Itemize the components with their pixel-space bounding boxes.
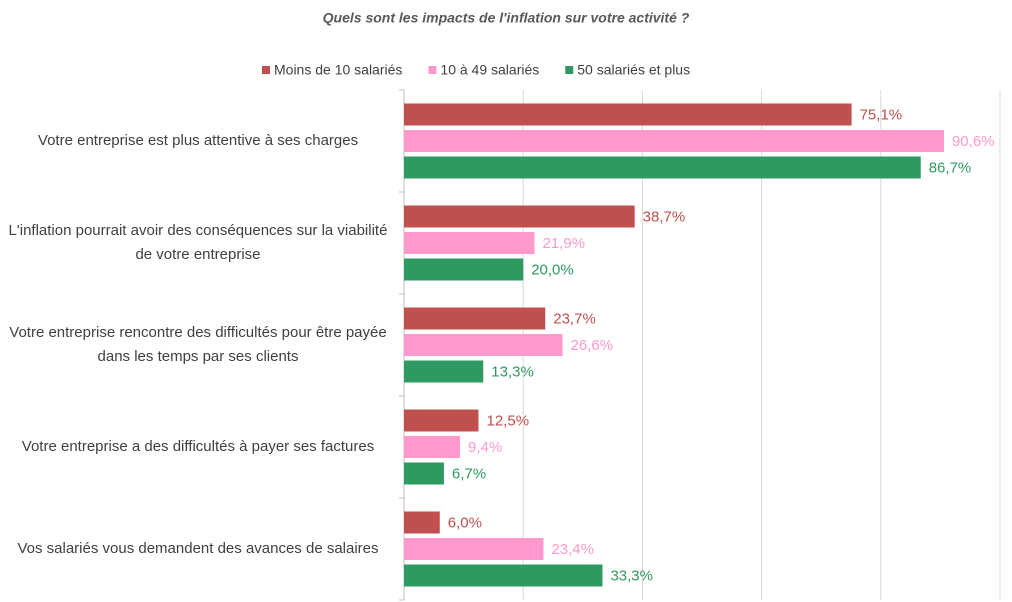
bar [404, 307, 546, 330]
legend-label: 50 salariés et plus [577, 62, 690, 78]
bar [404, 360, 484, 383]
value-label: 23,7% [553, 310, 596, 327]
value-label: 75,1% [860, 106, 903, 123]
value-label: 23,4% [551, 541, 594, 558]
value-label: 13,3% [491, 363, 534, 380]
value-label: 26,6% [571, 337, 614, 354]
value-label: 9,4% [468, 439, 502, 456]
bar [404, 564, 603, 587]
bar [404, 232, 535, 254]
chart-title: Quels sont les impacts de l'inflation su… [323, 10, 690, 26]
bar [404, 103, 852, 126]
value-label: 20,0% [531, 261, 574, 278]
bar [404, 334, 563, 356]
category-label: L'inflation pourrait avoir des conséquen… [8, 222, 388, 263]
bar [404, 205, 635, 228]
category-label: Vos salariés vous demandent des avances … [17, 540, 379, 557]
bar [404, 409, 479, 432]
value-label: 38,7% [643, 208, 686, 225]
value-label: 12,5% [487, 412, 530, 429]
legend-swatch [262, 66, 270, 74]
value-label: 86,7% [929, 159, 972, 176]
bar [404, 156, 921, 179]
legend-label: Moins de 10 salariés [274, 62, 402, 78]
category-label: Votre entreprise a des difficultés à pay… [21, 438, 375, 455]
value-label: 90,6% [952, 133, 995, 150]
bar [404, 258, 524, 281]
legend-swatch [565, 66, 574, 74]
bar [404, 538, 544, 560]
bar [404, 462, 444, 485]
bar [404, 130, 944, 152]
value-label: 6,7% [452, 465, 486, 482]
legend-label: 10 à 49 salariés [440, 62, 539, 78]
value-label: 33,3% [610, 567, 653, 584]
bar [404, 511, 440, 534]
legend-swatch [428, 66, 437, 74]
value-label: 21,9% [543, 235, 586, 252]
value-label: 6,0% [448, 514, 482, 531]
category-label: Votre entreprise est plus attentive à se… [37, 132, 359, 149]
category-label: Votre entreprise rencontre des difficult… [9, 324, 387, 365]
bar [404, 436, 461, 458]
